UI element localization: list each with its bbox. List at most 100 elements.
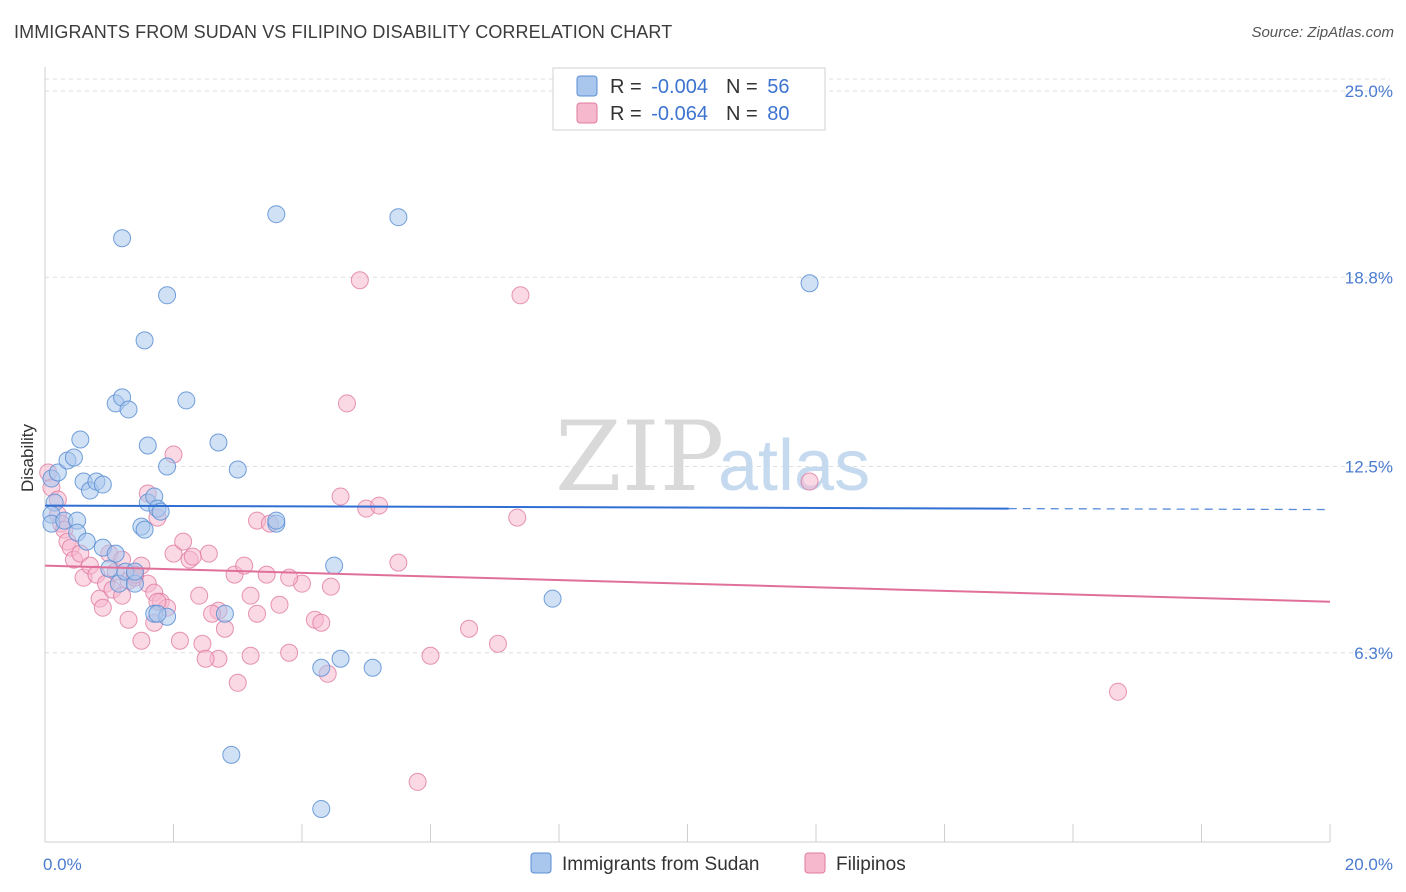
filipino-point — [331, 487, 350, 506]
sudan-point — [158, 286, 177, 305]
sudan-point — [543, 589, 562, 608]
legend-filipino-n-label: N = — [726, 103, 763, 125]
legend-swatch-filipino — [576, 102, 598, 124]
legend-swatch-sudan — [576, 75, 598, 97]
sudan-point — [267, 205, 286, 224]
sudan-point — [125, 562, 144, 581]
watermark-zip: ZIP — [555, 401, 724, 513]
filipino-point — [119, 610, 138, 629]
sudan-trend-extension — [1008, 507, 1331, 511]
tick-labels: 6.3% 12.5% 18.8% 25.0% 0.0% 20.0% — [43, 82, 1393, 874]
filipino-point — [190, 586, 209, 605]
legend-sudan-r-value: -0.004 — [651, 76, 708, 98]
y-tick-label: 25.0% — [1345, 82, 1393, 101]
legend-sudan-stats: R = -0.004 N = 56 — [610, 76, 789, 98]
sudan-point — [48, 463, 67, 482]
bottom-legend-filipino: Filipinos — [836, 854, 906, 875]
sudan-point — [77, 532, 96, 551]
filipino-point — [460, 619, 479, 638]
series-legend: Immigrants from Sudan Filipinos — [530, 852, 906, 875]
filipino-point — [321, 577, 340, 596]
filipino-point — [174, 532, 193, 551]
legend-filipino-r-label: R = — [610, 103, 647, 125]
filipino-point — [508, 508, 527, 527]
filipino-point — [215, 619, 234, 638]
y-axis-label: Disability — [18, 423, 37, 492]
sudan-point — [363, 658, 382, 677]
sudan-point — [138, 436, 157, 455]
legend-filipino-stats: R = -0.064 N = 80 — [610, 103, 789, 125]
y-tick-label: 12.5% — [1345, 458, 1393, 477]
sudan-point — [148, 604, 167, 623]
legend-filipino-r-value: -0.064 — [651, 103, 708, 125]
filipino-point — [312, 613, 331, 632]
filipino-point — [370, 496, 389, 515]
sudan-trend-line — [44, 504, 1009, 510]
bottom-legend-swatch-sudan — [530, 852, 552, 874]
filipino-point — [193, 634, 212, 653]
filipino-point — [511, 286, 530, 305]
legend-sudan-r-label: R = — [610, 76, 647, 98]
filipino-point — [337, 394, 356, 413]
filipino-point — [170, 631, 189, 650]
filipino-point — [235, 556, 254, 575]
filipino-point — [241, 646, 260, 665]
sudan-point — [800, 274, 819, 293]
y-tick-label: 6.3% — [1354, 644, 1393, 663]
sudan-point — [177, 391, 196, 410]
legend-sudan-n-label: N = — [726, 76, 763, 98]
x-tick-label: 20.0% — [1345, 855, 1393, 874]
watermark-atlas: atlas — [718, 426, 870, 506]
filipino-point — [488, 634, 507, 653]
filipino-point — [421, 646, 440, 665]
filipino-point — [241, 586, 260, 605]
legend-filipino-n-value: 80 — [767, 103, 789, 125]
filipino-points — [39, 271, 1127, 791]
source-credit: Source: ZipAtlas.com — [1251, 24, 1394, 41]
filipino-point — [199, 544, 218, 563]
sudan-point — [113, 229, 132, 248]
sudan-point — [135, 331, 154, 350]
filipino-point — [93, 598, 112, 617]
bottom-legend-swatch-filipino — [804, 852, 826, 874]
legend-sudan-n-value: 56 — [767, 76, 789, 98]
filipino-point — [248, 604, 267, 623]
sudan-point — [389, 208, 408, 227]
filipino-point — [389, 553, 408, 572]
sudan-point — [119, 400, 138, 419]
filipino-point — [800, 472, 819, 491]
sudan-point — [267, 511, 286, 530]
sudan-point — [331, 649, 350, 668]
sudan-point — [93, 475, 112, 494]
sudan-point — [71, 430, 90, 449]
sudan-point — [312, 658, 331, 677]
sudan-point — [100, 559, 119, 578]
axes — [44, 67, 1331, 843]
sudan-point — [135, 520, 154, 539]
sudan-point — [228, 460, 247, 479]
chart-title: IMMIGRANTS FROM SUDAN VS FILIPINO DISABI… — [14, 22, 673, 42]
x-tick-label: 0.0% — [43, 855, 82, 874]
sudan-point — [106, 544, 125, 563]
stats-legend-box — [552, 67, 826, 131]
y-tick-label: 18.8% — [1345, 268, 1393, 287]
sudan-point — [325, 556, 344, 575]
watermark: ZIP atlas — [555, 401, 870, 513]
stats-legend: R = -0.004 N = 56 R = -0.064 N = 80 — [552, 67, 826, 131]
filipino-point — [280, 643, 299, 662]
sudan-point — [312, 799, 331, 818]
filipino-point — [408, 772, 427, 791]
filipino-trend-line — [44, 564, 1331, 603]
filipino-point — [196, 649, 215, 668]
filipino-point — [164, 544, 183, 563]
filipino-point — [228, 673, 247, 692]
sudan-point — [209, 433, 228, 452]
sudan-point — [215, 604, 234, 623]
sudan-point — [158, 457, 177, 476]
trend-lines — [44, 504, 1331, 603]
filipino-point — [350, 271, 369, 290]
filipino-point — [270, 595, 289, 614]
bottom-legend-sudan: Immigrants from Sudan — [562, 854, 759, 875]
sudan-point — [222, 745, 241, 764]
